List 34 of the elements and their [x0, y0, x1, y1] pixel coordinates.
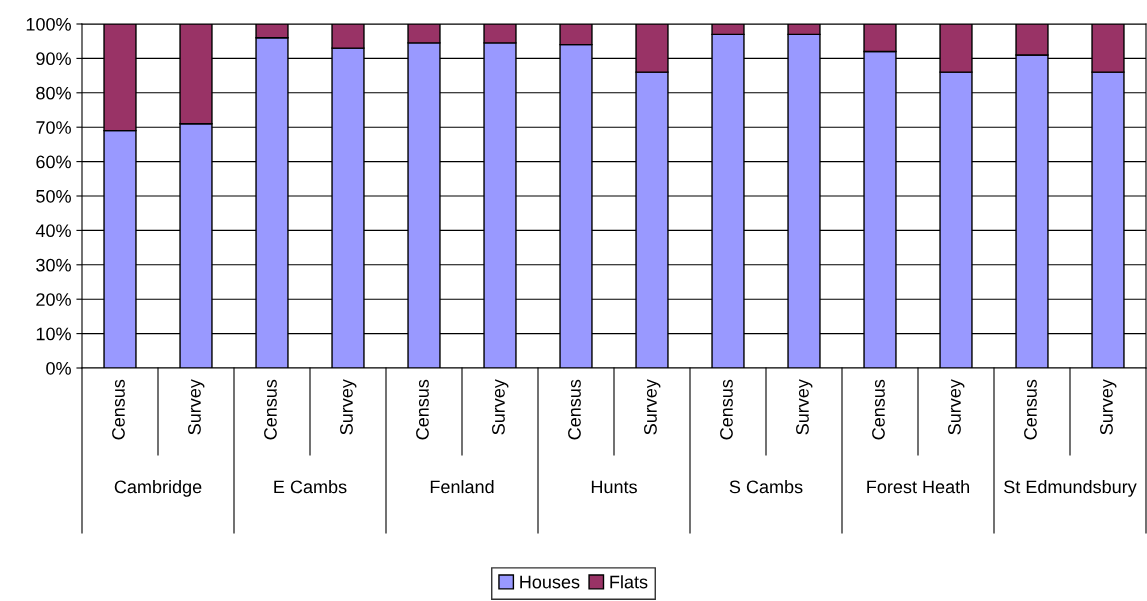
x-tick-label: Survey [492, 379, 509, 435]
y-tick-label: 10% [36, 327, 71, 341]
text: E Cambs [274, 480, 347, 494]
text: Hunts [591, 480, 637, 494]
text: Forest Heath [867, 480, 970, 494]
y-tick-label: 70% [36, 121, 71, 134]
x-tick-label: Census [568, 379, 581, 440]
text: St Edmundsbury [1004, 480, 1137, 497]
x-tick-label: Survey [796, 379, 813, 435]
x-tick-label: Census [416, 379, 429, 440]
y-tick-label: 0% [46, 361, 71, 375]
y-tick-label: 60% [36, 155, 71, 169]
x-tick-label: Survey [948, 379, 965, 435]
text: S Cambs [729, 480, 803, 494]
x-tick-label: Census [720, 379, 733, 440]
y-tick-label: 100% [26, 17, 71, 31]
x-tick-label: Census [264, 379, 277, 440]
x-tick-label: Survey [340, 379, 357, 435]
x-tick-label: Survey [188, 379, 205, 435]
x-tick-label: Census [872, 379, 885, 440]
y-tick-label: 90% [36, 52, 71, 66]
text: Fenland [430, 480, 494, 494]
x-tick-label: Survey [644, 379, 661, 435]
y-tick-label: 20% [36, 293, 71, 306]
y-tick-label: 30% [36, 258, 71, 272]
y-tick-label: 40% [35, 224, 71, 238]
y-tick-label: 80% [36, 86, 71, 100]
x-tick-label: Census [112, 379, 125, 440]
text: Cambridge [114, 480, 202, 497]
legend-label: Houses [520, 575, 580, 589]
legend-label: Flats [610, 575, 648, 589]
y-tick-label: 50% [36, 189, 71, 203]
x-tick-label: Survey [1100, 379, 1117, 435]
x-tick-label: Census [1024, 379, 1037, 440]
